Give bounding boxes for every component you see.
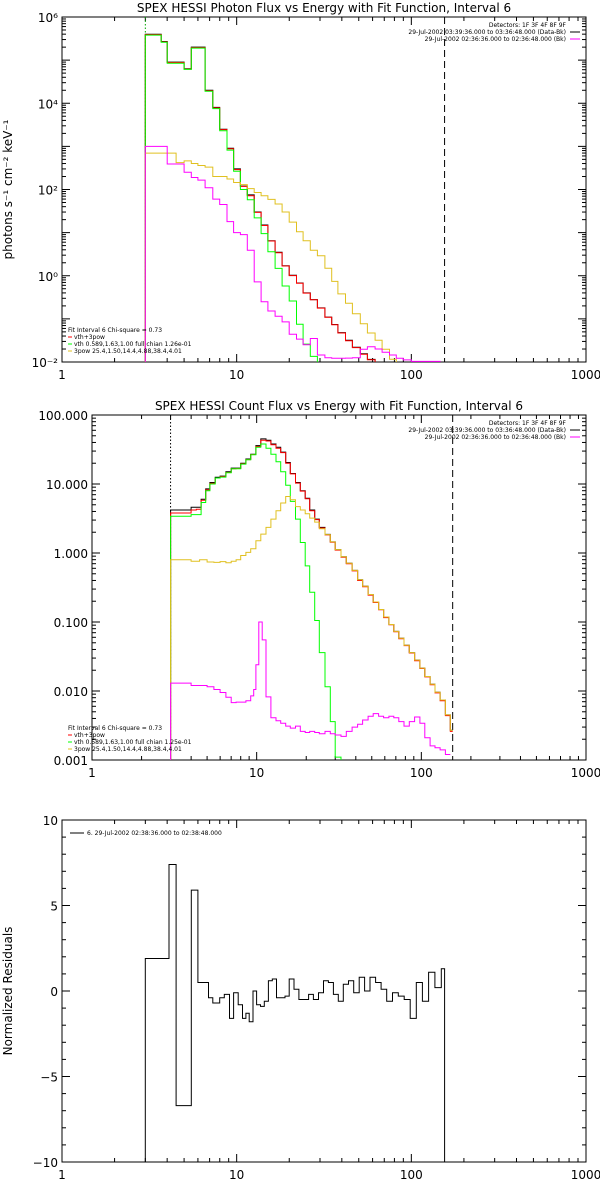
count-xtick-label: 1 <box>88 766 96 780</box>
residuals-ylabel: Normalized Residuals <box>1 927 15 1056</box>
photon-legend-title: Fit Interval 6 Chi-square = 0.73 <box>68 327 162 334</box>
photon-ytick-label: 10⁴ <box>38 97 58 111</box>
photon-legend-label-1: vth 0.589,1.63,1.00 full chian 1.26e-01 <box>74 341 192 348</box>
photon-xtick-label: 100 <box>400 368 423 382</box>
count-ytick-label: 10.000 <box>46 478 88 492</box>
photon-xtick-label: 1000 <box>571 368 600 382</box>
photon-header-2: 29-Jul-2002 02:36:36.000 to 02:36:48.000… <box>425 36 566 43</box>
residuals-ytick-label: −10 <box>33 1156 58 1170</box>
photon-series-3-line <box>144 152 397 362</box>
photon-series-4-line <box>144 145 441 362</box>
count-header-1: 29-Jul-2002 03:39:36.000 to 03:36:48.000… <box>408 427 566 434</box>
count-ytick-label: 100.000 <box>38 409 88 423</box>
count-legend-title: Fit Interval 6 Chi-square = 0.73 <box>68 725 162 732</box>
residuals-ytick-label: 10 <box>43 814 58 828</box>
photon-ytick-label: 10⁶ <box>38 11 58 25</box>
photon-plot: 1 10 100 1000 10⁻² 10⁰ 10² 10⁴ 10⁶ SPEX HESSI Pho… <box>1 1 600 382</box>
photon-header-0: Detectors: 1F 3F 4F 8F 9F <box>489 22 567 29</box>
count-ytick-label: 0.100 <box>54 616 88 630</box>
count-legend-label-0: vth+3pow <box>74 732 105 739</box>
photon-ylabel: photons s⁻¹ cm⁻² keV⁻¹ <box>1 119 15 259</box>
residuals-ytick-label: −5 <box>40 1071 58 1085</box>
residuals-xtick-label: 1000 <box>571 1168 600 1182</box>
count-legend-label-2: 3pow 25.4,1.50,14.4,4.88,38.4,4.01 <box>74 746 182 753</box>
residuals-ytick-label: 5 <box>50 900 58 914</box>
count-ytick-label: 0.010 <box>54 685 88 699</box>
count-plot: 1 10 100 1000 0.001 0.010 0.100 1.000 10.000 100.… <box>38 399 600 780</box>
count-title: SPEX HESSI Count Flux vs Energy with Fit… <box>155 399 523 413</box>
photon-ytick-label: 10² <box>38 184 58 198</box>
photon-header-1: 29-Jul-2002 03:39:36.000 to 03:36:48.000… <box>408 29 566 36</box>
photon-series-group <box>144 33 441 362</box>
photon-ytick-label: 10⁰ <box>38 270 58 284</box>
photon-legend-label-2: 3pow 25.4,1.50,14.4,4.88,38.4,4.01 <box>74 348 182 355</box>
count-series-0-line <box>170 438 453 760</box>
residuals-series-0-line <box>144 864 446 1162</box>
count-ytick-label: 1.000 <box>54 547 88 561</box>
residuals-xtick-label: 1 <box>58 1168 66 1182</box>
count-series-group <box>170 438 453 760</box>
photon-frame <box>61 16 587 363</box>
photon-legend-label-0: vth+3pow <box>74 334 105 341</box>
residuals-legend-label-0: 6. 29-Jul-2002 02:38:36.000 to 02:38:48.… <box>87 830 222 837</box>
residuals-xtick-label: 10 <box>229 1168 244 1182</box>
photon-xtick-label: 10 <box>229 368 244 382</box>
residuals-plot: 1 10 100 1000 −10 −5 0 5 10 Normalized Residuals 6… <box>1 814 600 1182</box>
photon-ytick-label: 10⁻² <box>32 356 59 370</box>
count-ytick-label: 0.001 <box>54 754 88 768</box>
count-xtick-label: 100 <box>410 766 433 780</box>
photon-xtick-label: 1 <box>58 368 66 382</box>
count-xtick-label: 10 <box>249 766 264 780</box>
count-series-4-line <box>170 621 451 760</box>
residuals-ytick-label: 0 <box>50 985 58 999</box>
residuals-series-group <box>144 864 446 1162</box>
residuals-xtick-label: 100 <box>400 1168 423 1182</box>
count-header-0: Detectors: 1F 3F 4F 8F 9F <box>489 420 567 427</box>
count-series-2-line <box>170 443 342 760</box>
count-xtick-label: 1000 <box>571 766 600 780</box>
count-legend-label-1: vth 0.589,1.63,1.00 full chian 1.25e-01 <box>74 739 192 746</box>
count-series-3-line <box>170 496 453 760</box>
count-frame <box>91 414 587 761</box>
count-series-1-line <box>170 439 453 760</box>
photon-title: SPEX HESSI Photon Flux vs Energy with Fi… <box>137 1 511 15</box>
photon-series-2-line <box>144 34 318 362</box>
count-header-2: 29-Jul-2002 02:36:36.000 to 02:36:48.000… <box>425 434 566 441</box>
